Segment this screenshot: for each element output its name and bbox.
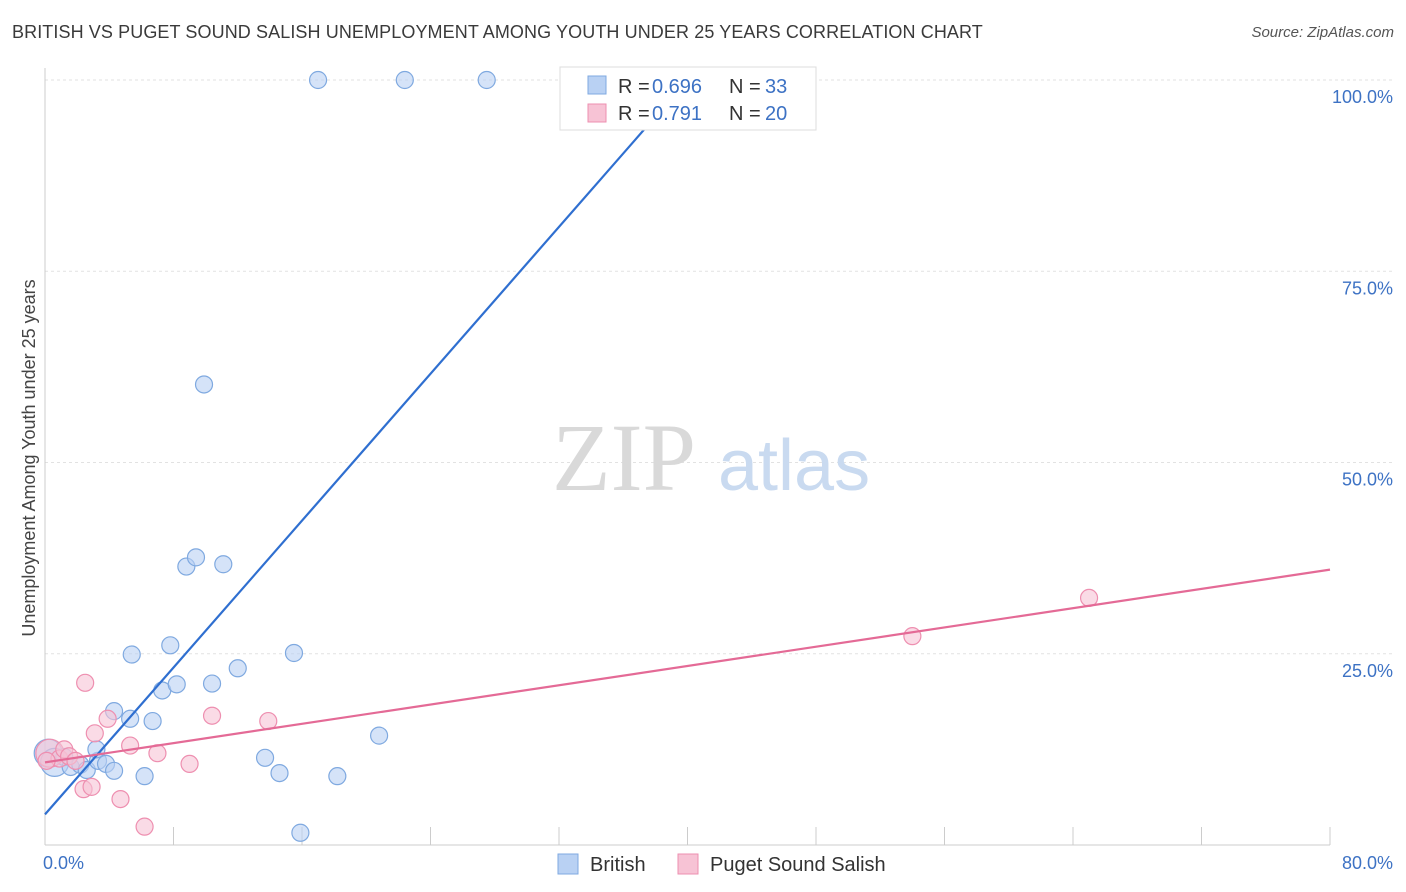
salish-r-value: 0.791 xyxy=(652,103,702,125)
trend-lines xyxy=(44,79,1331,816)
y-tick-label-3: 100.0% xyxy=(1332,87,1393,107)
watermark: ZIP atlas xyxy=(552,404,870,511)
british-series-swatch xyxy=(557,853,579,875)
grid-lines xyxy=(45,79,1395,655)
british-point-31 xyxy=(395,70,414,90)
salish-point-9 xyxy=(98,709,117,728)
british-point-30 xyxy=(370,726,389,745)
british-point-29 xyxy=(328,767,347,786)
british-point-14 xyxy=(143,711,162,731)
british-n-label: N = xyxy=(729,76,761,98)
chart-title: BRITISH VS PUGET SOUND SALISH UNEMPLOYME… xyxy=(12,22,983,42)
british-point-21 xyxy=(202,674,222,693)
british-point-19 xyxy=(186,548,206,567)
british-point-28 xyxy=(308,70,328,90)
british-series-label: British xyxy=(590,854,646,876)
salish-n-label: N = xyxy=(729,103,761,125)
salish-series-swatch xyxy=(677,853,699,875)
salish-point-12 xyxy=(135,817,154,836)
british-point-12 xyxy=(122,645,141,664)
british-point-32 xyxy=(477,70,496,90)
x-tick-label-1: 80.0% xyxy=(1342,853,1393,873)
salish-point-10 xyxy=(111,789,130,809)
salish-point-7 xyxy=(82,777,101,796)
salish-n-value: 20 xyxy=(765,103,787,125)
watermark-atlas: atlas xyxy=(718,426,870,506)
chart-source: Source: ZipAtlas.com xyxy=(1251,24,1394,41)
british-point-23 xyxy=(228,659,247,678)
y-tick-label-0: 25.0% xyxy=(1342,661,1393,681)
watermark-zip: ZIP xyxy=(552,404,696,511)
british-n-value: 33 xyxy=(765,76,787,98)
british-point-13 xyxy=(135,767,154,786)
x-tick-label-0: 0.0% xyxy=(43,853,84,873)
stats-legend: R = 0.696 N = 33 R = 0.791 N = 20 xyxy=(559,66,817,131)
series-legend: British Puget Sound Salish xyxy=(557,853,886,876)
british-point-17 xyxy=(167,675,186,694)
axes xyxy=(44,68,1331,846)
british-point-16 xyxy=(161,636,180,655)
british-point-10 xyxy=(104,761,124,780)
salish-r-label: R = xyxy=(618,103,650,125)
y-axis-title: Unemployment Among Youth under 25 years xyxy=(19,279,39,636)
salish-point-4 xyxy=(66,751,85,770)
british-point-20 xyxy=(194,375,214,394)
data-points xyxy=(33,70,1099,842)
salish-point-6 xyxy=(76,673,95,692)
y-tick-label-2: 75.0% xyxy=(1342,278,1393,298)
british-trend-line xyxy=(44,79,689,816)
british-r-label: R = xyxy=(618,76,650,98)
salish-point-15 xyxy=(202,706,222,725)
salish-trend-line xyxy=(44,568,1331,764)
salish-legend-swatch xyxy=(587,103,607,123)
tick-labels: 25.0% 50.0% 75.0% 100.0% 0.0% 80.0% xyxy=(43,87,1393,873)
british-point-27 xyxy=(291,823,310,842)
salish-point-8 xyxy=(85,724,104,743)
british-point-24 xyxy=(255,748,275,767)
british-r-value: 0.696 xyxy=(652,76,702,98)
british-point-26 xyxy=(284,643,304,663)
british-point-22 xyxy=(214,555,233,574)
salish-point-17 xyxy=(903,627,922,646)
salish-point-14 xyxy=(180,754,199,774)
y-tick-label-1: 50.0% xyxy=(1342,470,1393,490)
british-legend-swatch xyxy=(587,75,607,95)
salish-series-label: Puget Sound Salish xyxy=(710,854,886,876)
british-point-25 xyxy=(270,763,289,783)
